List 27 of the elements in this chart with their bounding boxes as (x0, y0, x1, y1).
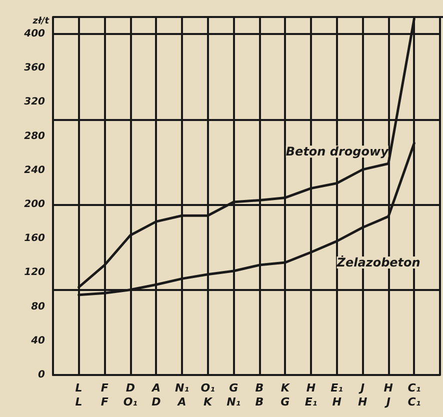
y-tick-label: 280 (24, 130, 46, 142)
y-tick-label: 0 (38, 370, 46, 380)
y-tick-label: 80 (31, 301, 46, 312)
series-label: Beton drogowy (286, 144, 390, 159)
x-tick-label: K G (280, 382, 291, 408)
x-tick-label: E₁ H (330, 382, 344, 408)
x-tick-label: H J (384, 382, 394, 408)
x-tick-label: N₁ A (174, 382, 190, 408)
y-tick-label: 120 (24, 267, 46, 278)
y-tick-label: 320 (24, 96, 46, 108)
y-tick-label: 40 (30, 335, 46, 346)
y-tick-label: 360 (24, 62, 46, 74)
x-tick-label: G N₁ (226, 382, 241, 408)
y-tick-label: 160 (24, 233, 46, 244)
x-tick-label: O₁ K (200, 382, 216, 408)
x-tick-label: L L (75, 382, 82, 408)
x-tick-label: D O₁ (123, 382, 138, 408)
x-tick-label: C₁ C₁ (408, 382, 421, 408)
y-tick-label: 240 (24, 164, 46, 176)
x-tick-label: A D (150, 382, 161, 408)
x-tick-label: B B (255, 382, 264, 408)
y-axis-title: zł/t (32, 16, 50, 26)
y-tick-label: 200 (24, 199, 46, 210)
y-tick-label: 400 (23, 28, 46, 40)
x-tick-label: J H (358, 382, 368, 408)
x-tick-label: F F (100, 382, 109, 408)
x-tick-label: H E₁ (304, 382, 318, 408)
